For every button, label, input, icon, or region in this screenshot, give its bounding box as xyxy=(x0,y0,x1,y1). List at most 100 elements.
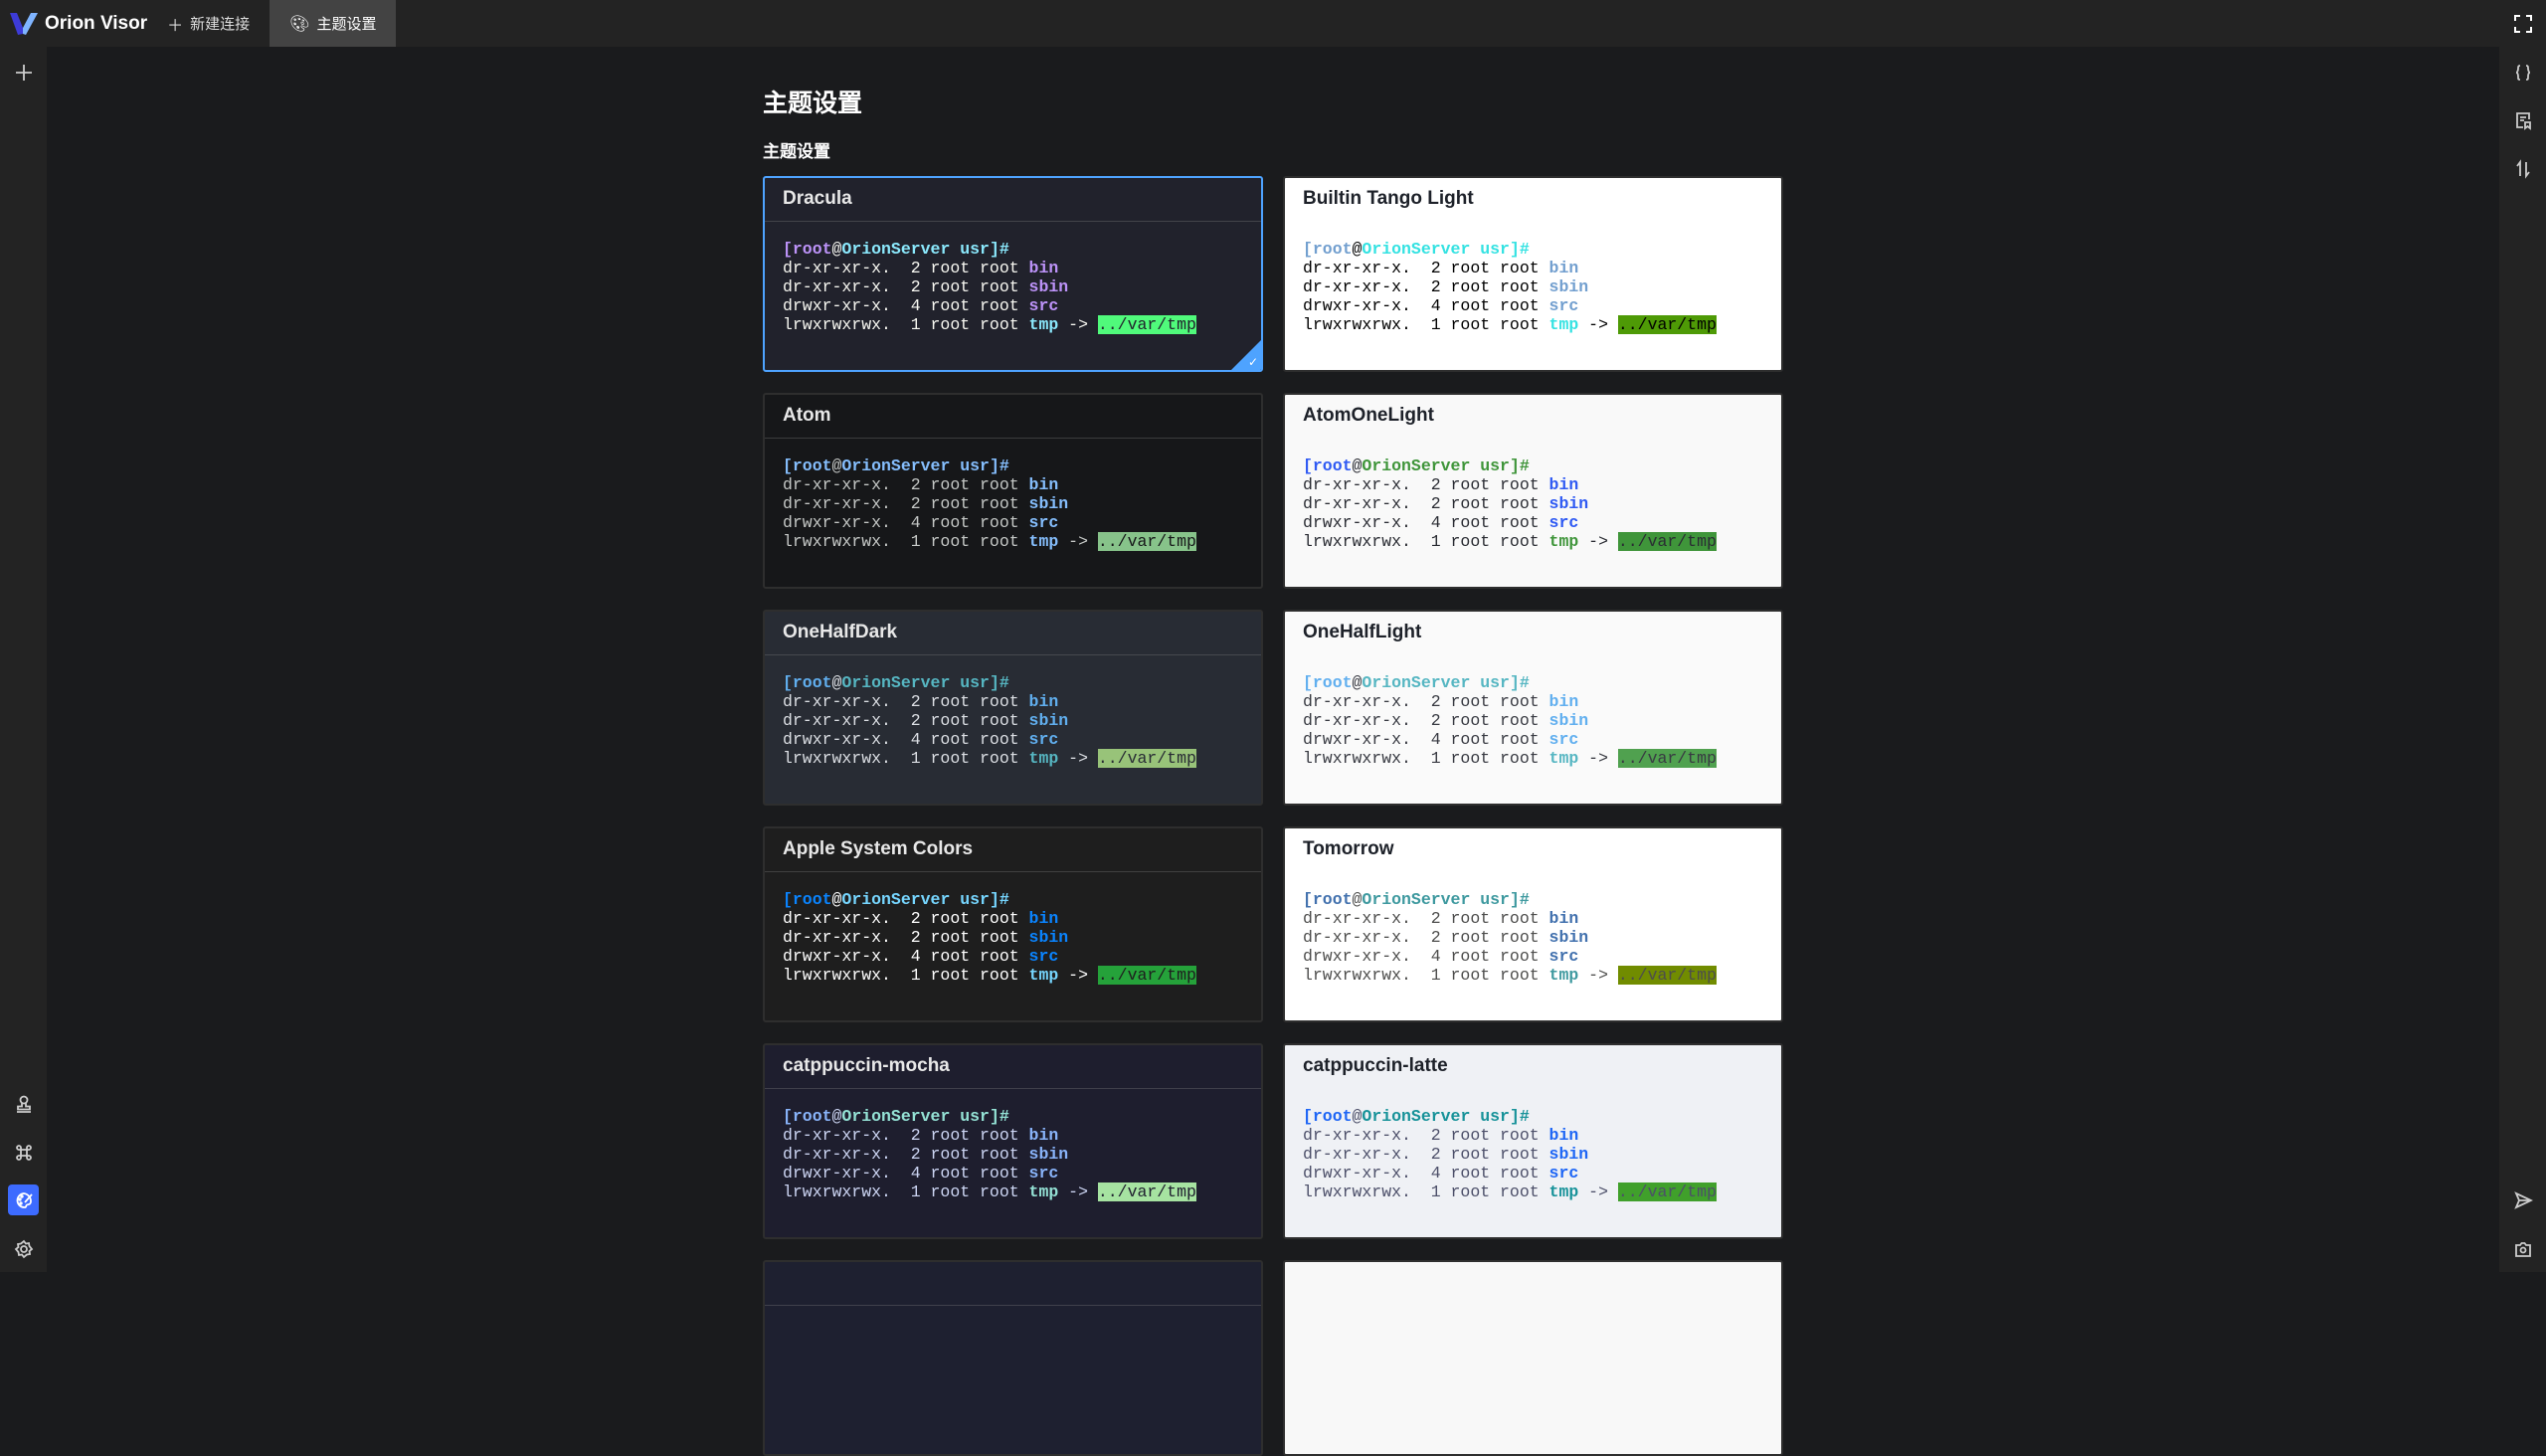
theme-name xyxy=(1285,1262,1781,1306)
listing-line: dr-xr-xr-x. 2 root root sbin xyxy=(1303,494,1763,513)
dir-name: src xyxy=(1028,730,1059,749)
dir-name: bin xyxy=(1548,259,1579,277)
link-target: ../var/tmp xyxy=(1097,315,1196,334)
send-button[interactable] xyxy=(2507,1184,2538,1215)
prompt-host: OrionServer usr] xyxy=(1362,456,1520,475)
link-arrow: -> xyxy=(1058,749,1098,768)
dir-name: src xyxy=(1028,1164,1059,1183)
prompt-at: @ xyxy=(1352,456,1363,475)
terminal-preview: [root@OrionServer usr]# dr-xr-xr-x. 2 roo… xyxy=(765,439,1261,569)
right-sidebar xyxy=(2499,47,2546,1272)
listing-line: drwxr-xr-x. 4 root root src xyxy=(783,296,1243,315)
plus-icon: ＋ xyxy=(167,17,184,35)
listing-line: lrwxrwxrwx. 1 root root tmp -> ../var/tm… xyxy=(783,532,1243,551)
theme-card[interactable]: Tomorrow [root@OrionServer usr]# dr-xr-xr-… xyxy=(1283,826,1783,1022)
prompt-at: @ xyxy=(1352,673,1363,692)
dir-name: bin xyxy=(1028,259,1059,277)
dir-name: sbin xyxy=(1028,928,1069,947)
tab-theme-settings[interactable]: 🎨︎ 主题设置 xyxy=(270,0,397,47)
snippet-button[interactable] xyxy=(2507,104,2538,135)
user-button[interactable] xyxy=(8,1088,39,1119)
link-arrow: -> xyxy=(1058,966,1098,985)
dir-name: sbin xyxy=(1548,1145,1589,1164)
dir-name: bin xyxy=(1548,692,1579,711)
permissions: lrwxrwxrwx. 1 root root xyxy=(1303,749,1549,768)
permissions: dr-xr-xr-x. 2 root root xyxy=(783,475,1029,494)
prompt-user: [root xyxy=(783,240,832,259)
permissions: drwxr-xr-x. 4 root root xyxy=(783,947,1029,966)
dir-name: src xyxy=(1548,947,1579,966)
theme-card[interactable] xyxy=(1283,1260,1783,1456)
theme-card[interactable]: catppuccin-mocha [root@OrionServer usr]# d… xyxy=(763,1043,1263,1239)
dir-name: bin xyxy=(1028,692,1059,711)
theme-card[interactable]: Dracula [root@OrionServer usr]# dr-xr-xr-x… xyxy=(763,176,1263,372)
dir-name: src xyxy=(1548,730,1579,749)
prompt-user: [root xyxy=(783,890,832,909)
permissions: drwxr-xr-x. 4 root root xyxy=(1303,730,1549,749)
prompt-host: OrionServer usr] xyxy=(841,456,1000,475)
theme-name: Builtin Tango Light xyxy=(1303,188,1474,209)
theme-card[interactable]: OneHalfLight [root@OrionServer usr]# dr-xr… xyxy=(1283,610,1783,806)
permissions: dr-xr-xr-x. 2 root root xyxy=(1303,928,1549,947)
theme-card[interactable] xyxy=(763,1260,1263,1456)
permissions: drwxr-xr-x. 4 root root xyxy=(1303,947,1549,966)
theme-card[interactable]: catppuccin-latte [root@OrionServer usr]# d… xyxy=(1283,1043,1783,1239)
theme-card[interactable]: Apple System Colors [root@OrionServer usr… xyxy=(763,826,1263,1022)
listing-line: dr-xr-xr-x. 2 root root bin xyxy=(783,692,1243,711)
theme-card[interactable]: AtomOneLight [root@OrionServer usr]# dr-xr… xyxy=(1283,393,1783,589)
permissions: dr-xr-xr-x. 2 root root xyxy=(783,928,1029,947)
fullscreen-button[interactable] xyxy=(2499,0,2546,47)
dir-name: sbin xyxy=(1548,494,1589,513)
plus-icon xyxy=(15,64,32,81)
listing-line: dr-xr-xr-x. 2 root root bin xyxy=(1303,1126,1763,1145)
add-button[interactable] xyxy=(8,57,39,88)
theme-card[interactable]: OneHalfDark [root@OrionServer usr]# dr-xr-… xyxy=(763,610,1263,806)
braces-button[interactable] xyxy=(2507,57,2538,88)
permissions: lrwxrwxrwx. 1 root root xyxy=(1303,966,1549,985)
listing-line: drwxr-xr-x. 4 root root src xyxy=(1303,730,1763,749)
permissions: lrwxrwxrwx. 1 root root xyxy=(1303,315,1549,334)
screenshot-button[interactable] xyxy=(2507,1233,2538,1264)
listing-line: drwxr-xr-x. 4 root root src xyxy=(1303,1164,1763,1183)
permissions: dr-xr-xr-x. 2 root root xyxy=(1303,475,1549,494)
permissions: lrwxrwxrwx. 1 root root xyxy=(1303,532,1549,551)
settings-button[interactable] xyxy=(8,1233,39,1264)
gear-icon xyxy=(14,1239,33,1258)
theme-card[interactable]: Atom [root@OrionServer usr]# dr-xr-xr-x. 2… xyxy=(763,393,1263,589)
command-icon xyxy=(15,1144,32,1161)
link-arrow: -> xyxy=(1578,315,1618,334)
prompt-host: OrionServer usr] xyxy=(841,890,1000,909)
prompt-line: [root@OrionServer usr]# xyxy=(1303,1107,1763,1126)
section-title: 主题设置 xyxy=(763,142,830,161)
prompt-hash: # xyxy=(1519,456,1530,475)
link-arrow: -> xyxy=(1058,1183,1098,1201)
theme-name: Apple System Colors xyxy=(765,828,1261,872)
dir-name: src xyxy=(1028,296,1059,315)
command-button[interactable] xyxy=(8,1137,39,1168)
tab-new-connection[interactable]: ＋ 新建连接 xyxy=(147,0,270,47)
transfer-button[interactable] xyxy=(2507,153,2538,184)
listing-line: dr-xr-xr-x. 2 root root bin xyxy=(1303,692,1763,711)
dir-name: bin xyxy=(1028,475,1059,494)
link-target: ../var/tmp xyxy=(1097,749,1196,768)
listing-line: lrwxrwxrwx. 1 root root tmp -> ../var/tm… xyxy=(1303,532,1763,551)
page-title: 主题设置 xyxy=(763,90,863,117)
terminal-preview: [root@OrionServer usr]# dr-xr-xr-x. 2 roo… xyxy=(1285,1089,1781,1219)
prompt-host: OrionServer usr] xyxy=(841,1107,1000,1126)
theme-name: OneHalfDark xyxy=(765,612,1261,655)
permissions: drwxr-xr-x. 4 root root xyxy=(1303,296,1549,315)
link-arrow: -> xyxy=(1578,749,1618,768)
terminal-preview: [root@OrionServer usr]# dr-xr-xr-x. 2 roo… xyxy=(1285,655,1781,786)
permissions: dr-xr-xr-x. 2 root root xyxy=(1303,259,1549,277)
dir-name: bin xyxy=(1548,909,1579,928)
listing-line: dr-xr-xr-x. 2 root root sbin xyxy=(1303,928,1763,947)
terminal-preview: [root@OrionServer usr]# dr-xr-xr-x. 2 roo… xyxy=(765,222,1261,352)
theme-button[interactable] xyxy=(8,1184,39,1215)
listing-line: drwxr-xr-x. 4 root root src xyxy=(783,947,1243,966)
prompt-user: [root xyxy=(1303,673,1353,692)
listing-line: drwxr-xr-x. 4 root root src xyxy=(783,513,1243,532)
theme-card[interactable]: Builtin Tango Light [root@OrionServer usr… xyxy=(1283,176,1783,372)
prompt-line: [root@OrionServer usr]# xyxy=(783,1107,1243,1126)
theme-name xyxy=(765,1262,1261,1306)
listing-line: drwxr-xr-x. 4 root root src xyxy=(1303,947,1763,966)
